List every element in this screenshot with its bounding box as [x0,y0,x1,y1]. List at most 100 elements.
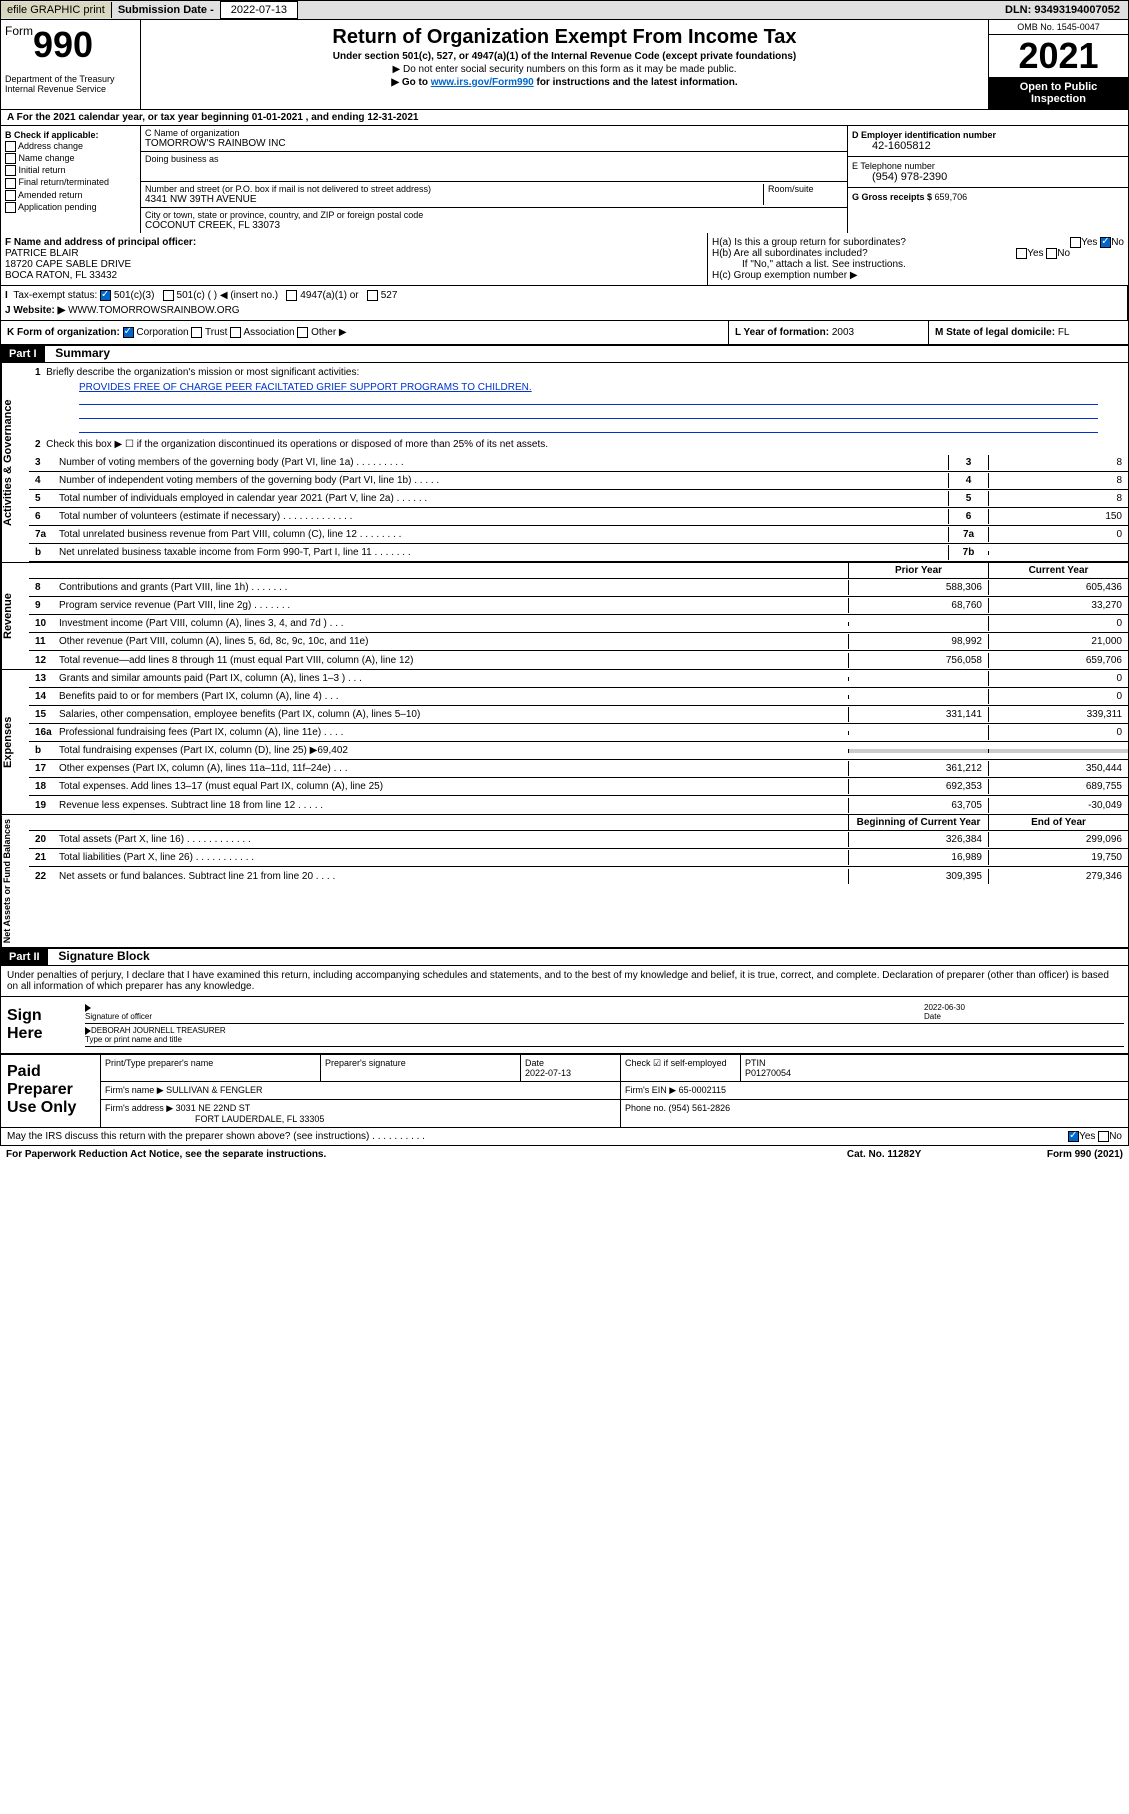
line-20: 20Total assets (Part X, line 16) . . . .… [29,831,1128,849]
form-header: Form990 Department of the Treasury Inter… [0,20,1129,110]
line-14: 14Benefits paid to or for members (Part … [29,688,1128,706]
dept-treasury: Department of the Treasury Internal Reve… [5,74,136,94]
form-note2: ▶ Go to www.irs.gov/Form990 for instruct… [147,77,982,88]
line-b: bNet unrelated business taxable income f… [29,544,1128,562]
sign-here-label: Sign Here [1,997,81,1053]
vert-expenses: Expenses [1,670,29,814]
form-number-box: Form990 Department of the Treasury Inter… [1,20,141,109]
ha-no-checked[interactable] [1100,237,1111,248]
form-subtitle: Under section 501(c), 527, or 4947(a)(1)… [147,51,982,62]
signature-block: Under penalties of perjury, I declare th… [0,966,1129,996]
mission-line-4 [79,421,1098,433]
form-footer: Form 990 (2021) [1047,1149,1123,1160]
line-5: 5Total number of individuals employed in… [29,490,1128,508]
city-row: City or town, state or province, country… [141,208,847,233]
line-19: 19Revenue less expenses. Subtract line 1… [29,796,1128,814]
line-11: 11Other revenue (Part VIII, column (A), … [29,633,1128,651]
website: WWW.TOMORROWSRAINBOW.ORG [68,305,239,316]
top-bar: efile GRAPHIC print Submission Date - 20… [0,0,1129,20]
firm-name: SULLIVAN & FENGLER [166,1085,262,1095]
line-15: 15Salaries, other compensation, employee… [29,706,1128,724]
principal-officer: F Name and address of principal officer:… [1,233,708,285]
row-klm: K Form of organization: Corporation Trus… [0,321,1129,346]
discuss-yes[interactable] [1068,1131,1079,1142]
chk-final-return[interactable]: Final return/terminated [5,177,136,188]
line-12: 12Total revenue—add lines 8 through 11 (… [29,651,1128,669]
chk-corporation[interactable] [123,327,134,338]
preparer-firm-row: Firm's name ▶ SULLIVAN & FENGLER Firm's … [101,1082,1128,1100]
omb-number: OMB No. 1545-0047 [989,20,1128,35]
form-of-org: K Form of organization: Corporation Trus… [1,321,728,344]
part-i-header: Part I Summary [0,346,1129,363]
line-18: 18Total expenses. Add lines 13–17 (must … [29,778,1128,796]
line-9: 9Program service revenue (Part VIII, lin… [29,597,1128,615]
gross-receipts: 659,706 [935,192,968,202]
form-title: Return of Organization Exempt From Incom… [147,26,982,49]
firm-addr2: FORT LAUDERDALE, FL 33305 [105,1114,324,1124]
gross-box: G Gross receipts $ 659,706 [848,188,1128,206]
line-10: 10Investment income (Part VIII, column (… [29,615,1128,633]
line-17: 17Other expenses (Part IX, column (A), l… [29,760,1128,778]
signature-line: Signature of officer 2022-06-30Date [85,1003,1124,1024]
addr-row: Number and street (or P.O. box if mail i… [141,182,847,208]
chk-amended[interactable]: Amended return [5,190,136,201]
chk-name-change[interactable]: Name change [5,153,136,164]
dba-row: Doing business as [141,152,847,182]
mission-line-3 [79,407,1098,419]
prep-date: 2022-07-13 [525,1068,571,1078]
chk-application-pending[interactable]: Application pending [5,202,136,213]
irs-link[interactable]: www.irs.gov/Form990 [431,77,534,88]
chk-501c3[interactable] [100,290,111,301]
org-city: COCONUT CREEK, FL 33073 [145,220,843,231]
col-b-header: B Check if applicable: [5,130,136,140]
preparer-row-1: Print/Type preparer's name Preparer's si… [101,1055,1128,1082]
signer-name: DEBORAH JOURNELL TREASURER [91,1026,226,1035]
mission-text: PROVIDES FREE OF CHARGE PEER FACILTATED … [29,382,1128,393]
vert-revenue: Revenue [1,563,29,669]
row-bcd: B Check if applicable: Address change Na… [0,126,1129,233]
section-a: A For the 2021 calendar year, or tax yea… [0,110,1129,126]
line-16a: 16aProfessional fundraising fees (Part I… [29,724,1128,742]
group-return-box: H(a) Is this a group return for subordin… [708,233,1128,285]
firm-addr1: 3031 NE 22ND ST [176,1103,251,1113]
netassets-col-headers: Beginning of Current Year End of Year [29,815,1128,831]
netassets-section: Net Assets or Fund Balances Beginning of… [0,815,1129,949]
chk-initial-return[interactable]: Initial return [5,165,136,176]
form-number: 990 [33,24,93,65]
vert-governance: Activities & Governance [1,363,29,562]
form-word: Form [5,24,33,38]
line-13: 13Grants and similar amounts paid (Part … [29,670,1128,688]
org-name: TOMORROW'S RAINBOW INC [145,138,843,149]
officer-city: BOCA RATON, FL 33432 [5,270,703,281]
state-domicile: M State of legal domicile: FL [928,321,1128,344]
ein: 42-1605812 [852,140,1124,152]
chk-address-change[interactable]: Address change [5,141,136,152]
officer-addr: 18720 CAPE SABLE DRIVE [5,259,703,270]
tax-year: 2021 [989,35,1128,77]
col-de: D Employer identification number 42-1605… [848,126,1128,233]
line-3: 3Number of voting members of the governi… [29,454,1128,472]
ein-box: D Employer identification number 42-1605… [848,126,1128,157]
org-name-row: C Name of organization TOMORROW'S RAINBO… [141,126,847,152]
title-box: Return of Organization Exempt From Incom… [141,20,988,109]
expenses-section: Expenses 13Grants and similar amounts pa… [0,670,1129,815]
mission-line-2 [79,393,1098,405]
open-inspection: Open to Public Inspection [989,77,1128,109]
officer-name: PATRICE BLAIR [5,248,703,259]
revenue-col-headers: Prior Year Current Year [29,563,1128,579]
paid-preparer-label: Paid Preparer Use Only [1,1055,101,1127]
vert-netassets: Net Assets or Fund Balances [1,815,29,947]
paperwork-notice: For Paperwork Reduction Act Notice, see … [6,1149,847,1160]
name-title-line: DEBORAH JOURNELL TREASURERType or print … [85,1026,1124,1047]
declaration-text: Under penalties of perjury, I declare th… [1,966,1128,996]
form-note1: ▶ Do not enter social security numbers o… [147,64,982,75]
cat-no: Cat. No. 11282Y [847,1149,1047,1160]
revenue-section: Revenue Prior Year Current Year 8Contrib… [0,563,1129,670]
line-1: 1 Briefly describe the organization's mi… [29,363,1128,382]
firm-ein: 65-0002115 [679,1085,726,1095]
line-8: 8Contributions and grants (Part VIII, li… [29,579,1128,597]
line-6: 6Total number of volunteers (estimate if… [29,508,1128,526]
line-7a: 7aTotal unrelated business revenue from … [29,526,1128,544]
line-22: 22Net assets or fund balances. Subtract … [29,867,1128,885]
firm-phone: (954) 561-2826 [669,1103,731,1113]
